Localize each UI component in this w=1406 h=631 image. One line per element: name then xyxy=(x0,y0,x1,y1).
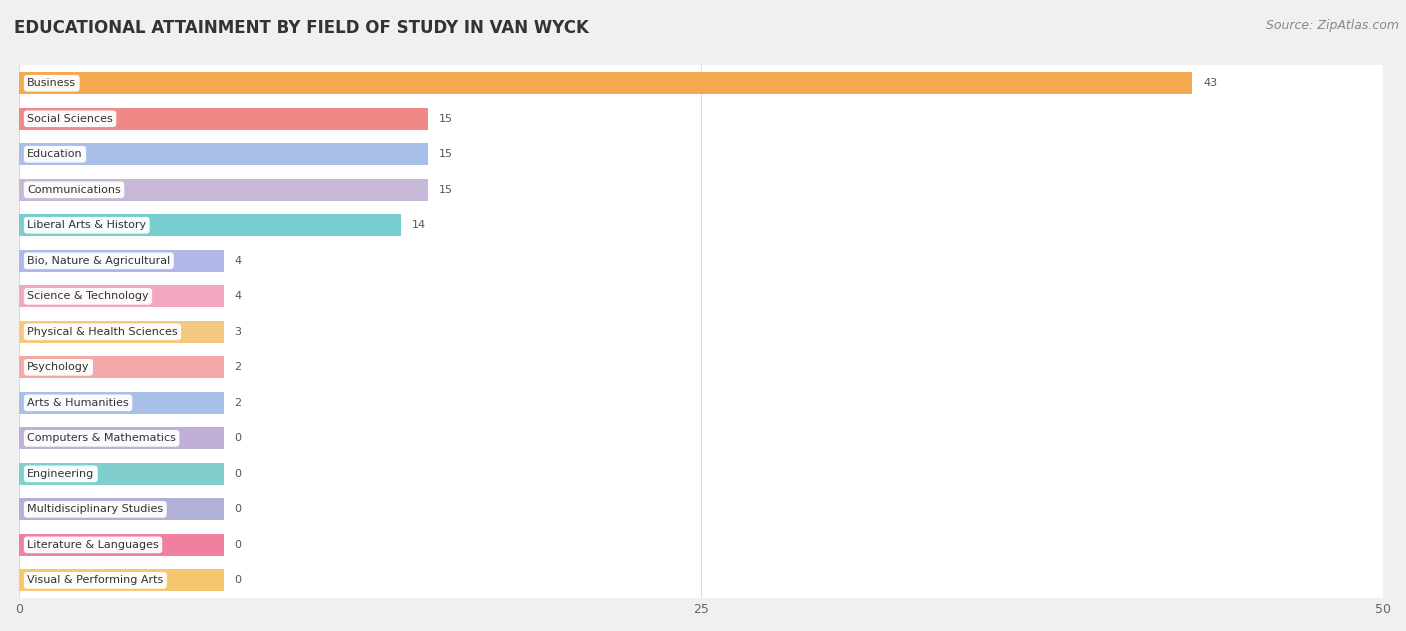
Bar xyxy=(20,208,1384,243)
Text: 4: 4 xyxy=(235,292,242,301)
Text: 15: 15 xyxy=(439,185,453,195)
Bar xyxy=(20,569,224,591)
Text: 0: 0 xyxy=(235,575,242,586)
Bar xyxy=(20,498,224,521)
Text: Liberal Arts & History: Liberal Arts & History xyxy=(27,220,146,230)
Bar xyxy=(20,66,1384,101)
Bar xyxy=(20,243,1384,278)
Text: Business: Business xyxy=(27,78,76,88)
Text: Multidisciplinary Studies: Multidisciplinary Studies xyxy=(27,504,163,514)
Text: Psychology: Psychology xyxy=(27,362,90,372)
Bar xyxy=(20,350,1384,385)
Bar xyxy=(20,136,1384,172)
Bar xyxy=(20,385,1384,421)
Text: 2: 2 xyxy=(235,362,242,372)
Bar xyxy=(20,172,1384,208)
Text: Bio, Nature & Agricultural: Bio, Nature & Agricultural xyxy=(27,256,170,266)
Text: 0: 0 xyxy=(235,540,242,550)
Bar xyxy=(20,421,1384,456)
Bar xyxy=(20,314,1384,350)
Text: 15: 15 xyxy=(439,114,453,124)
Bar xyxy=(20,492,1384,527)
Text: Science & Technology: Science & Technology xyxy=(27,292,149,301)
Text: 4: 4 xyxy=(235,256,242,266)
Bar xyxy=(20,463,224,485)
Text: Visual & Performing Arts: Visual & Performing Arts xyxy=(27,575,163,586)
Bar xyxy=(20,392,224,414)
Text: Education: Education xyxy=(27,150,83,159)
Text: 0: 0 xyxy=(235,504,242,514)
Text: Source: ZipAtlas.com: Source: ZipAtlas.com xyxy=(1265,19,1399,32)
Bar xyxy=(20,250,224,272)
Text: 43: 43 xyxy=(1204,78,1218,88)
Bar xyxy=(20,534,224,556)
Text: 0: 0 xyxy=(235,469,242,479)
Text: 14: 14 xyxy=(412,220,426,230)
Text: Physical & Health Sciences: Physical & Health Sciences xyxy=(27,327,177,337)
Bar xyxy=(20,357,224,379)
Text: Communications: Communications xyxy=(27,185,121,195)
Bar xyxy=(20,215,401,236)
Bar xyxy=(20,456,1384,492)
Text: 15: 15 xyxy=(439,150,453,159)
Text: Computers & Mathematics: Computers & Mathematics xyxy=(27,433,176,444)
Bar xyxy=(20,179,429,201)
Text: EDUCATIONAL ATTAINMENT BY FIELD OF STUDY IN VAN WYCK: EDUCATIONAL ATTAINMENT BY FIELD OF STUDY… xyxy=(14,19,589,37)
Bar xyxy=(20,278,1384,314)
Text: 0: 0 xyxy=(235,433,242,444)
Text: 2: 2 xyxy=(235,398,242,408)
Bar xyxy=(20,527,1384,563)
Text: Arts & Humanities: Arts & Humanities xyxy=(27,398,129,408)
Bar xyxy=(20,101,1384,136)
Text: Engineering: Engineering xyxy=(27,469,94,479)
Bar xyxy=(20,321,224,343)
Bar xyxy=(20,143,429,165)
Bar xyxy=(20,108,429,130)
Text: Social Sciences: Social Sciences xyxy=(27,114,112,124)
Bar xyxy=(20,285,224,307)
Bar xyxy=(20,72,1192,94)
Text: Literature & Languages: Literature & Languages xyxy=(27,540,159,550)
Bar xyxy=(20,427,224,449)
Text: 3: 3 xyxy=(235,327,242,337)
Bar xyxy=(20,563,1384,598)
